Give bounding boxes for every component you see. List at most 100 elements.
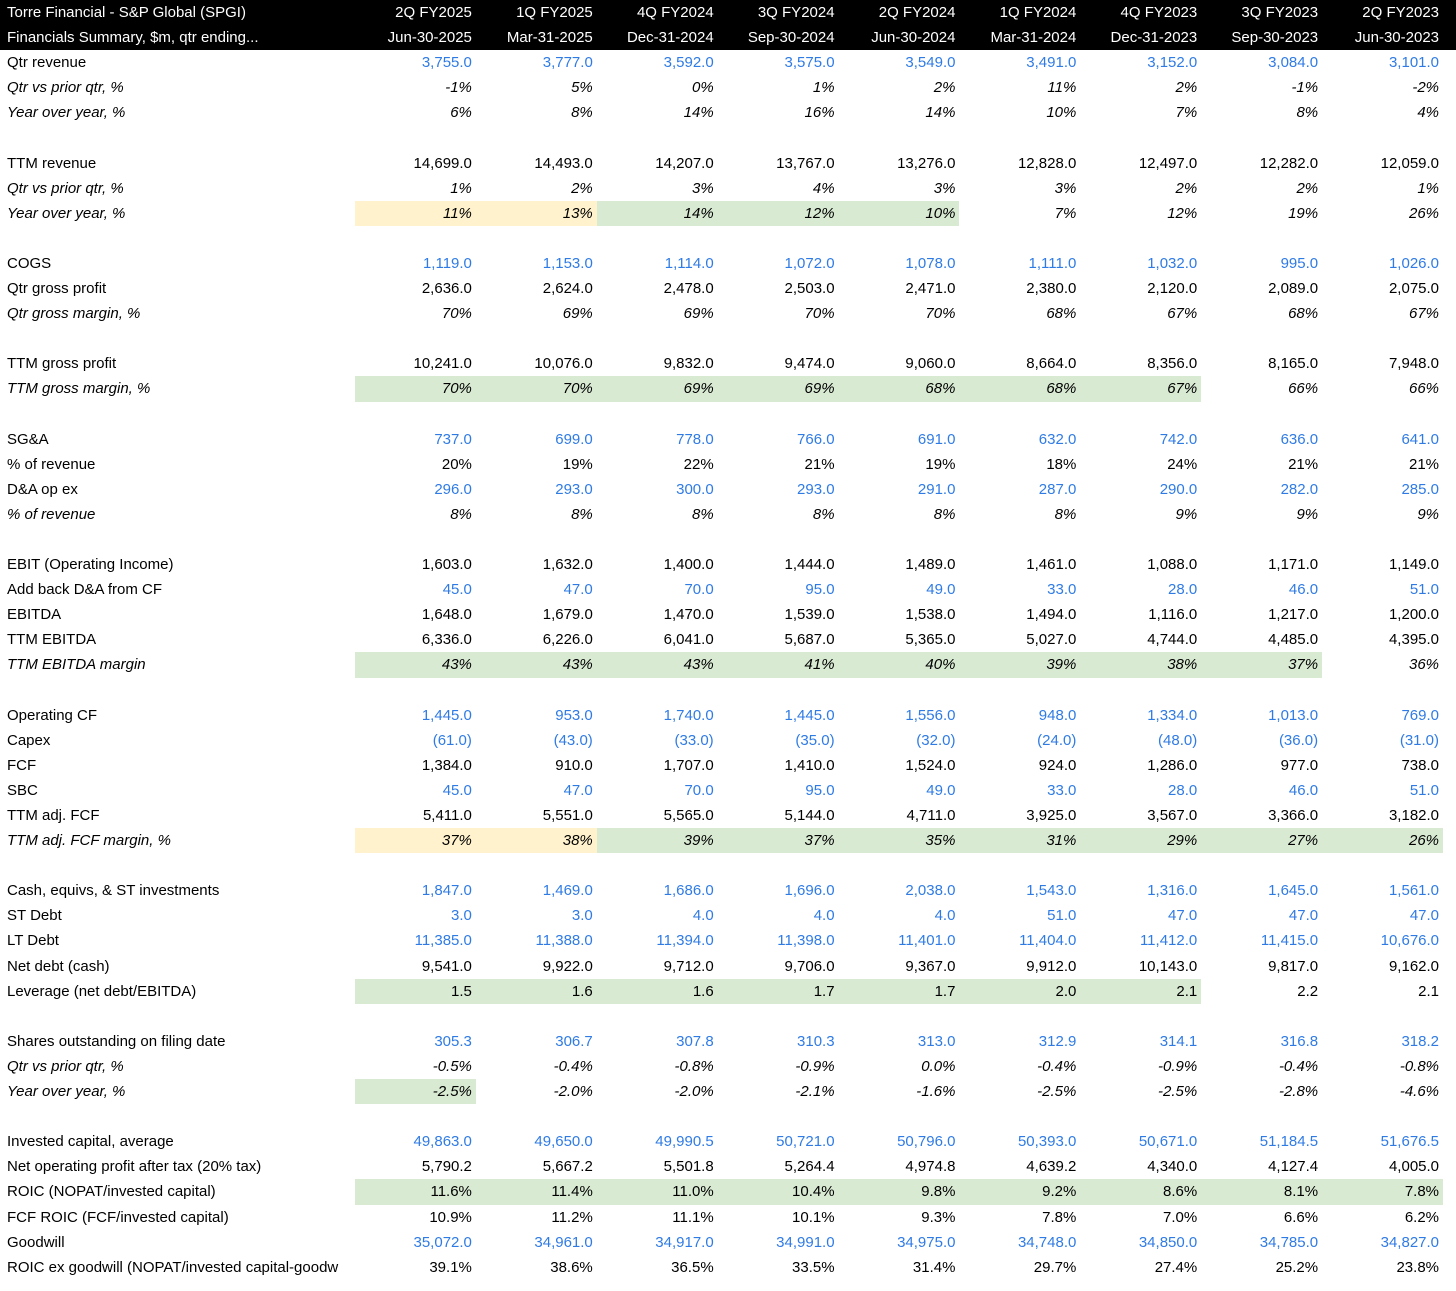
- cash-equivs-and-st-investments-value: 2,038.0: [905, 882, 956, 900]
- qtr-gross-margin-pct-row: Qtr gross margin, % 70% 69% 69% 70% 70% 68% 67%…: [0, 301, 1456, 326]
- year-over-year-pct-value: 14%: [596, 200, 718, 226]
- fcf-value: 1,384.0: [421, 756, 472, 774]
- year-over-year-pct-value: 6%: [450, 104, 472, 122]
- invested-capital-average-value: 51,184.5: [1259, 1133, 1319, 1151]
- cash-equivs-and-st-investments-label: Cash, equivs, & ST investments: [7, 882, 220, 900]
- cogs-value: 1,072.0: [784, 254, 835, 272]
- ebitda-value: 1,494.0: [1026, 606, 1077, 624]
- ttm-adj-fcf-value: 5,144.0: [784, 807, 835, 824]
- year-over-year-pct-value: -1.6%: [916, 1083, 956, 1101]
- year-over-year-pct-value: 26%: [1408, 204, 1440, 222]
- period-end-date-header: Jun-30-2023: [1354, 29, 1440, 47]
- cogs-value: 1,032.0: [1147, 254, 1198, 272]
- roic-nopat-invested-capital-value: 9.8%: [838, 1179, 960, 1205]
- lt-debt-value: 11,401.0: [898, 932, 956, 950]
- ebit-operating-income-value: 1,444.0: [784, 556, 835, 574]
- operating-cf-value: 953.0: [555, 706, 593, 724]
- ttm-adj-fcf-margin-pct-value: 38%: [475, 828, 597, 854]
- st-debt-value: 51.0: [1047, 907, 1077, 925]
- quarter-header: 2Q FY2023: [1362, 4, 1440, 21]
- danda-op-ex-value: 291.0: [917, 480, 956, 498]
- qtr-vs-prior-qtr-pct-value: 1%: [450, 179, 472, 197]
- invested-capital-average-value: 50,393.0: [1017, 1133, 1077, 1151]
- period-end-date-header: Mar-31-2024: [990, 29, 1077, 47]
- qtr-revenue-value: 3,777.0: [542, 54, 593, 72]
- cogs-value: 1,114.0: [664, 254, 714, 272]
- ttm-adj-fcf-margin-pct-value: 37%: [717, 828, 839, 854]
- ttm-ebitda-value: 6,226.0: [542, 631, 593, 649]
- sganda-value: 632.0: [1038, 430, 1077, 448]
- lt-debt-value: 11,404.0: [1019, 932, 1077, 950]
- invested-capital-average-value: 49,863.0: [413, 1133, 472, 1151]
- net-operating-profit-after-tax-20pct-tax-value: 5,790.2: [421, 1158, 472, 1176]
- shares-outstanding-on-filing-date-value: 316.8: [1280, 1032, 1319, 1050]
- qtr-gross-profit-row: Qtr gross profit 2,636.0 2,624.0 2,478.0 2,5…: [0, 276, 1456, 301]
- ttm-revenue-value: 12,059.0: [1380, 154, 1440, 172]
- ttm-revenue-value: 13,767.0: [776, 154, 835, 172]
- add-back-danda-from-cf-value: 33.0: [1047, 581, 1077, 599]
- fcf-value: 977.0: [1280, 756, 1319, 774]
- year-over-year-pct-label: Year over year, %: [7, 104, 126, 122]
- ttm-ebitda-value: 4,395.0: [1388, 631, 1440, 649]
- capex-row: Capex (61.0) (43.0) (33.0) (35.0) (32.0) (24.0…: [0, 728, 1456, 753]
- ttm-revenue-value: 14,699.0: [413, 154, 472, 172]
- fcf-roic-fcf-invested-capital-value: 10.9%: [429, 1208, 472, 1226]
- fcf-roic-fcf-invested-capital-value: 10.1%: [792, 1208, 835, 1226]
- ttm-ebitda-value: 5,365.0: [905, 631, 956, 649]
- st-debt-value: 47.0: [1409, 907, 1440, 925]
- year-over-year-pct-value: -2.0%: [674, 1083, 714, 1101]
- danda-op-ex-value: 287.0: [1038, 480, 1077, 498]
- ttm-ebitda-value: 4,744.0: [1147, 631, 1198, 649]
- goodwill-value: 34,975.0: [897, 1233, 956, 1251]
- ttm-gross-margin-pct-value: 68%: [838, 376, 960, 402]
- ttm-adj-fcf-margin-pct-value: 35%: [838, 828, 960, 854]
- pct-of-revenue-label: % of revenue: [7, 455, 96, 473]
- qtr-gross-margin-pct-value: 68%: [1288, 305, 1319, 323]
- period-end-date-header: Jun-30-2025: [387, 29, 472, 47]
- ttm-gross-margin-pct-value: 69%: [596, 376, 718, 402]
- net-debt-cash-value: 9,541.0: [421, 957, 472, 975]
- ttm-ebitda-margin-value: 39%: [959, 652, 1081, 678]
- ttm-ebitda-row: TTM EBITDA 6,336.0 6,226.0 6,041.0 5,687.0 5,…: [0, 627, 1456, 652]
- blank-row: [0, 125, 1456, 150]
- qtr-vs-prior-qtr-pct-value: 2%: [571, 179, 593, 197]
- ttm-ebitda-value: 6,336.0: [421, 631, 472, 649]
- header-date-row: Financials Summary, $m, qtr ending... Jun…: [0, 25, 1456, 51]
- qtr-revenue-value: 3,084.0: [1268, 54, 1319, 72]
- ttm-ebitda-margin-value: 43%: [596, 652, 718, 678]
- qtr-gross-profit-value: 2,380.0: [1026, 280, 1077, 298]
- qtr-gross-margin-pct-value: 67%: [1408, 305, 1440, 323]
- ttm-gross-profit-value: 8,165.0: [1268, 355, 1319, 373]
- pct-of-revenue-value: 21%: [804, 455, 835, 473]
- invested-capital-average-value: 50,796.0: [897, 1133, 956, 1151]
- period-end-date-header: Dec-31-2024: [626, 29, 714, 47]
- period-end-date-header: Jun-30-2024: [871, 29, 956, 47]
- pct-of-revenue-value: 21%: [1408, 455, 1440, 473]
- year-over-year-pct-value: 11%: [355, 200, 476, 226]
- add-back-danda-from-cf-label: Add back D&A from CF: [7, 581, 163, 599]
- capex-value: (24.0): [1037, 731, 1077, 749]
- fcf-roic-fcf-invested-capital-row: FCF ROIC (FCF/invested capital) 10.9% 11.2…: [0, 1205, 1456, 1230]
- roic-nopat-invested-capital-row: ROIC (NOPAT/invested capital) 11.6% 11.4% 1…: [0, 1179, 1456, 1205]
- shares-outstanding-on-filing-date-value: 310.3: [797, 1032, 835, 1050]
- shares-outstanding-on-filing-date-value: 305.3: [434, 1032, 472, 1050]
- pct-of-revenue-value: 8%: [571, 505, 593, 523]
- pct-of-revenue-value: 18%: [1046, 455, 1077, 473]
- ttm-revenue-value: 12,497.0: [1138, 154, 1198, 172]
- lt-debt-value: 11,394.0: [656, 932, 714, 950]
- pct-of-revenue-value: 9%: [1296, 505, 1319, 523]
- fcf-value: 1,410.0: [784, 756, 835, 774]
- sheet-subtitle: Financials Summary, $m, qtr ending...: [7, 29, 259, 47]
- sganda-value: 641.0: [1401, 430, 1440, 448]
- fcf-value: 1,286.0: [1147, 756, 1198, 774]
- header-quarter-row: Torre Financial - S&P Global (SPGI) 2Q FY…: [0, 0, 1456, 26]
- ttm-gross-profit-row: TTM gross profit 10,241.0 10,076.0 9,832.0 9…: [0, 351, 1456, 376]
- goodwill-row: Goodwill 35,072.0 34,961.0 34,917.0 34,991.0…: [0, 1230, 1456, 1255]
- sbc-value: 33.0: [1047, 781, 1077, 799]
- ttm-gross-margin-pct-value: 70%: [475, 376, 597, 402]
- year-over-year-pct-value: 14%: [925, 104, 956, 122]
- leverage-net-debt-ebitda-value: 2.1: [1080, 978, 1202, 1004]
- fcf-value: 1,524.0: [905, 756, 956, 774]
- qtr-vs-prior-qtr-pct-value: 2%: [1175, 79, 1198, 97]
- leverage-net-debt-ebitda-value: 1.6: [596, 978, 718, 1004]
